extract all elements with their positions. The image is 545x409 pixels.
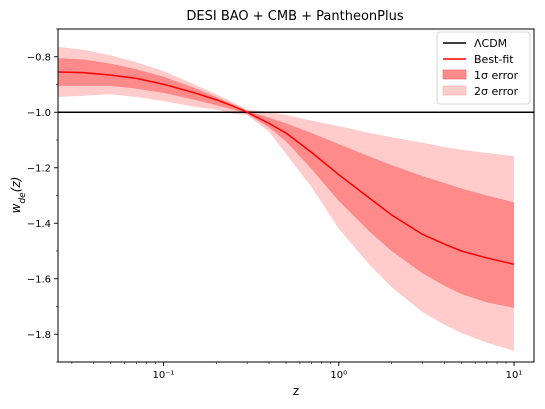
- best-fit-line-layer: [57, 71, 515, 266]
- x-tick-label: 10¹: [506, 370, 523, 381]
- legend-best-fit-label: Best-fit: [474, 53, 514, 66]
- sigma2-band: [58, 47, 515, 351]
- legend-sigma1-swatch: [442, 69, 467, 80]
- legend-lcdm-label: ΛCDM: [474, 37, 507, 50]
- x-tick-label: 10⁻¹: [152, 370, 174, 381]
- y-tick-label: −1.8: [27, 330, 51, 341]
- best-fit-line: [57, 71, 515, 266]
- y-tick-label: −1.4: [27, 219, 51, 230]
- y-tick-label: −1.0: [27, 108, 51, 119]
- sigma1-band: [58, 58, 515, 308]
- x-axis-label: z: [293, 384, 299, 398]
- chart-title: DESI BAO + CMB + PantheonPlus: [186, 9, 403, 24]
- x-axis-ticks: 10⁻¹ 10⁰ 10¹: [71, 362, 523, 381]
- x-tick-label: 10⁰: [330, 370, 347, 381]
- sigma1-band-layer: [58, 58, 515, 308]
- y-axis-label: wde(z): [9, 177, 28, 214]
- legend-sigma2-label: 2σ error: [474, 85, 519, 98]
- y-axis-ticks: −0.8 −1.0 −1.2 −1.4 −1.6 −1.8: [27, 28, 58, 363]
- legend-sigma2-swatch: [442, 85, 467, 96]
- y-tick-label: −1.6: [27, 274, 51, 285]
- legend: ΛCDM Best-fit 1σ error 2σ error: [436, 31, 531, 105]
- legend-sigma1-label: 1σ error: [474, 69, 519, 82]
- y-tick-label: −0.8: [27, 52, 51, 63]
- y-tick-label: −1.2: [27, 163, 51, 174]
- sigma2-band-layer: [58, 47, 515, 351]
- plot-area: [57, 47, 534, 351]
